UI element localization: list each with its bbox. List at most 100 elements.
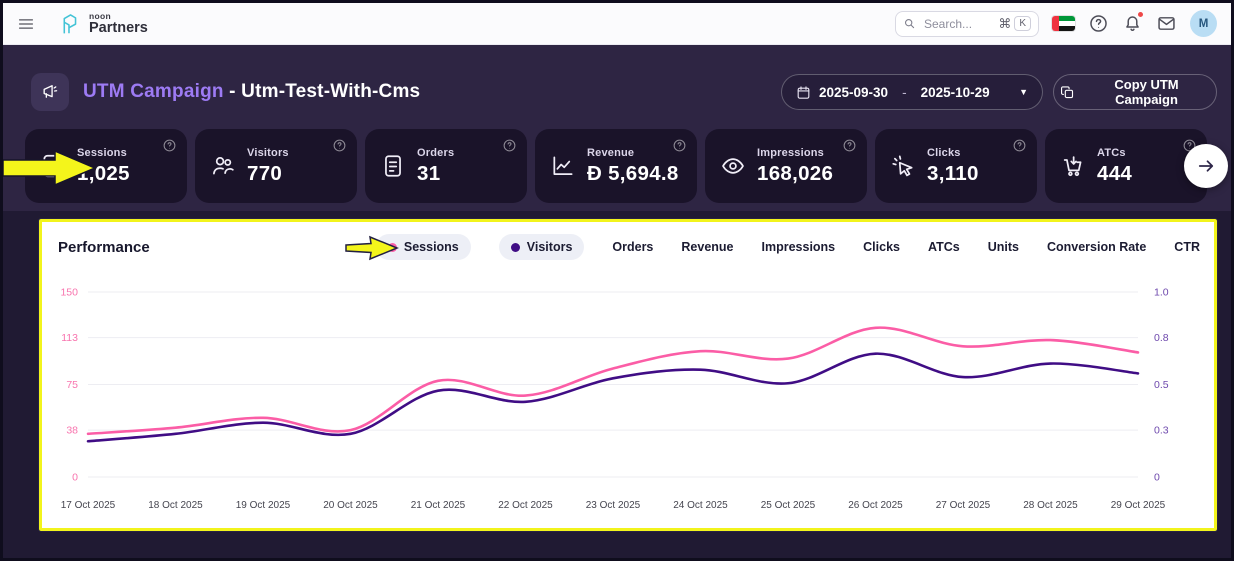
y-axis-label-right: 1.0 xyxy=(1154,287,1169,299)
metric-value: 168,026 xyxy=(757,161,834,185)
metric-value: 444 xyxy=(1097,161,1133,185)
calendar-icon xyxy=(796,85,811,100)
metric-value: 31 xyxy=(417,161,441,185)
date-to: 2025-10-29 xyxy=(920,84,990,100)
avatar[interactable]: M xyxy=(1190,10,1217,37)
x-axis-label: 21 Oct 2025 xyxy=(411,500,466,511)
metric-label: Orders xyxy=(417,146,455,159)
metric-label: Revenue xyxy=(587,146,635,159)
x-axis-label: 27 Oct 2025 xyxy=(936,500,991,511)
y-axis-label-right: 0.8 xyxy=(1154,332,1169,344)
search-box[interactable]: ⌘ K xyxy=(895,10,1039,37)
copy-icon xyxy=(1060,85,1075,100)
chart-tab-orders[interactable]: Orders xyxy=(612,240,654,254)
date-separator: - xyxy=(902,84,907,100)
y-axis-label-right: 0 xyxy=(1154,472,1160,484)
hamburger-menu-icon[interactable] xyxy=(17,15,35,33)
x-axis-label: 26 Oct 2025 xyxy=(848,500,903,511)
y-axis-label-left: 75 xyxy=(66,379,78,391)
copy-utm-campaign-button[interactable]: Copy UTM Campaign xyxy=(1053,74,1217,110)
x-axis-label: 28 Oct 2025 xyxy=(1023,500,1078,511)
cart-down-icon xyxy=(1060,153,1086,179)
metric-value: 3,110 xyxy=(927,161,979,185)
top-bar-actions: ⌘ K M xyxy=(895,10,1217,37)
metric-card-impressions: Impressions 168,026 xyxy=(705,129,867,203)
chart-tab-atcs[interactable]: ATCs xyxy=(927,240,960,254)
x-axis-label: 19 Oct 2025 xyxy=(236,500,291,511)
metrics-row: Sessions 1,025 Visitors 770 Orders 31 Revenue Ð… xyxy=(25,129,1207,203)
uae-flag-icon[interactable] xyxy=(1052,16,1075,31)
search-icon xyxy=(903,17,916,30)
search-shortcut: ⌘ K xyxy=(998,16,1031,32)
metric-value: Ð 5,694.8 xyxy=(587,161,679,185)
performance-chart-svg: 0 0 38 0.3 75 0.5 113 0.8 150 1.0 17 Oct 2025 18 Oc… xyxy=(60,287,1169,512)
chart-title: Performance xyxy=(58,239,150,256)
chart-tab-label: Visitors xyxy=(526,240,573,254)
chart-tab-impressions[interactable]: Impressions xyxy=(761,240,836,254)
campaign-type-label: UTM Campaign xyxy=(83,81,224,102)
page-title: UTM Campaign - Utm-Test-With-Cms xyxy=(83,73,420,111)
megaphone-icon xyxy=(31,73,69,111)
x-axis-label: 25 Oct 2025 xyxy=(761,500,816,511)
chart-tabs: Sessions Visitors Orders Revenue Impressions… xyxy=(375,233,1200,261)
metric-card-sessions: Sessions 1,025 xyxy=(25,129,187,203)
series-dot xyxy=(387,242,397,252)
help-icon[interactable] xyxy=(1088,13,1109,34)
x-axis-label: 20 Oct 2025 xyxy=(323,500,378,511)
search-input[interactable] xyxy=(922,15,993,32)
copy-button-label: Copy UTM Campaign xyxy=(1114,77,1179,107)
series-line-sessions xyxy=(86,326,1140,436)
chart-tab-revenue[interactable]: Revenue xyxy=(681,240,734,254)
chart-tab-sessions[interactable]: Sessions xyxy=(375,234,471,260)
chart-tab-ctr[interactable]: CTR xyxy=(1174,240,1200,254)
chart-tab-conversion-rate[interactable]: Conversion Rate xyxy=(1046,240,1147,254)
chart-tab-visitors[interactable]: Visitors xyxy=(498,234,585,260)
x-axis-label: 22 Oct 2025 xyxy=(498,500,553,511)
arrow-right-icon xyxy=(1198,160,1214,172)
date-range-picker[interactable]: 2025-09-30 - 2025-10-29 ▼ xyxy=(781,74,1043,110)
series-line-visitors xyxy=(86,352,1140,443)
help-icon[interactable] xyxy=(162,138,177,153)
y-axis-label-left: 38 xyxy=(66,425,78,437)
mail-icon[interactable] xyxy=(1156,13,1177,34)
metric-card-revenue: Revenue Ð 5,694.8 xyxy=(535,129,697,203)
metric-card-visitors: Visitors 770 xyxy=(195,129,357,203)
x-axis-label: 29 Oct 2025 xyxy=(1111,500,1166,511)
k-key-badge: K xyxy=(1014,16,1031,31)
metrics-next-button[interactable] xyxy=(1184,144,1228,188)
metric-label: Visitors xyxy=(247,146,289,159)
y-axis-label-left: 150 xyxy=(60,287,78,299)
eye-icon xyxy=(720,153,746,179)
notifications-bell-icon[interactable] xyxy=(1122,11,1144,34)
date-from: 2025-09-30 xyxy=(819,84,889,100)
y-axis-label-right: 0.5 xyxy=(1154,379,1169,391)
chart-tab-label: Sessions xyxy=(403,240,459,254)
top-bar: noon Partners ⌘ K xyxy=(3,3,1231,45)
metric-card-clicks: Clicks 3,110 xyxy=(875,129,1037,203)
metric-value: 1,025 xyxy=(77,161,130,185)
y-axis-label-left: 0 xyxy=(72,472,78,484)
chart-tab-clicks[interactable]: Clicks xyxy=(863,240,900,254)
logo-partners-label: Partners xyxy=(89,20,148,36)
metric-label: Clicks xyxy=(927,146,961,159)
metric-label: ATCs xyxy=(1097,146,1126,159)
x-axis-label: 24 Oct 2025 xyxy=(673,500,728,511)
line-chart-icon xyxy=(550,153,576,179)
performance-panel: Performance Sessions Visitors Orders Revenu… xyxy=(38,218,1218,532)
help-icon[interactable] xyxy=(1012,138,1027,153)
chevron-down-icon: ▼ xyxy=(1019,87,1028,97)
help-icon[interactable] xyxy=(672,138,687,153)
series-dot xyxy=(510,242,520,252)
logo-text: noon Partners xyxy=(89,11,148,36)
help-icon[interactable] xyxy=(502,138,517,153)
command-key-icon: ⌘ xyxy=(998,15,1012,31)
chart-tab-units[interactable]: Units xyxy=(987,240,1019,254)
metric-label: Impressions xyxy=(757,146,825,159)
x-axis-label: 17 Oct 2025 xyxy=(61,500,116,511)
help-icon[interactable] xyxy=(332,138,347,153)
y-axis-label-left: 113 xyxy=(61,332,78,344)
help-icon[interactable] xyxy=(842,138,857,153)
document-icon xyxy=(380,153,406,179)
noon-partners-logo: noon Partners xyxy=(57,11,148,36)
